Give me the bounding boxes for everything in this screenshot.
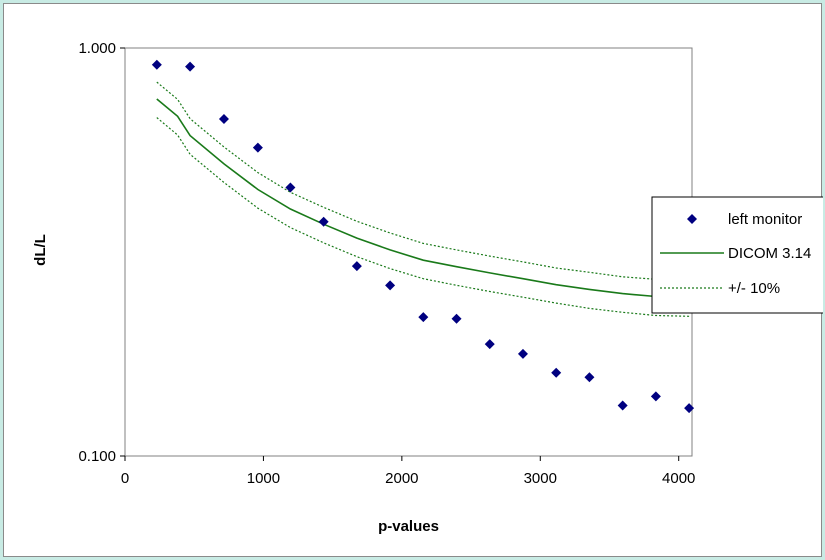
tolerance-band-layer	[156, 81, 690, 317]
left-monitor-point	[318, 216, 329, 227]
x-axis: 0 1000 2000 3000 4000	[121, 456, 695, 487]
legend-marker-swatch	[687, 214, 697, 224]
left-monitor-point	[418, 312, 429, 323]
dicom-curve-line	[156, 98, 690, 298]
left-monitor-point	[617, 400, 628, 411]
chart-frame: 0 1000 2000 3000 4000 1.000 0.100 p-values dL…	[3, 3, 823, 557]
x-tick-label: 2000	[385, 470, 418, 487]
upper-tolerance-line	[156, 81, 690, 281]
left-monitor-point	[151, 59, 162, 70]
x-tick-label: 3000	[524, 470, 557, 487]
legend-entry-label: DICOM 3.14	[728, 245, 811, 262]
y-axis: 1.000 0.100	[78, 40, 125, 465]
left-monitor-point	[584, 372, 595, 383]
x-tick-label: 0	[121, 470, 129, 487]
left-monitor-point	[551, 367, 562, 378]
left-monitor-point	[185, 61, 196, 72]
plot-area: 0 1000 2000 3000 4000 1.000 0.100	[78, 40, 695, 487]
left-monitor-point	[252, 142, 263, 153]
legend-entry-label: left monitor	[728, 211, 802, 228]
x-tick-label: 4000	[662, 470, 695, 487]
left-monitor-point	[517, 348, 528, 359]
dicom-line-layer	[156, 98, 690, 298]
x-tick-label: 1000	[247, 470, 280, 487]
legend-box	[651, 196, 823, 314]
chart-canvas: 0 1000 2000 3000 4000 1.000 0.100 p-values dL…	[32, 40, 823, 535]
left-monitor-point	[484, 339, 495, 350]
left-monitor-point	[451, 313, 462, 324]
left-monitor-point	[385, 280, 396, 291]
y-tick-label: 0.100	[78, 448, 116, 465]
marker-layer	[151, 59, 695, 414]
y-axis-title: dL/L	[32, 234, 49, 266]
left-monitor-point	[684, 403, 695, 414]
legend: left monitor DICOM 3.14 +/- 10%	[651, 196, 823, 314]
left-monitor-point	[285, 182, 296, 193]
x-axis-title: p-values	[378, 518, 439, 535]
left-monitor-point	[650, 391, 661, 402]
legend-entry-label: +/- 10%	[728, 280, 780, 297]
plot-border	[124, 47, 693, 457]
lower-tolerance-line	[156, 117, 690, 317]
left-monitor-point	[351, 261, 362, 272]
left-monitor-point	[218, 113, 229, 124]
y-tick-label: 1.000	[78, 40, 116, 57]
